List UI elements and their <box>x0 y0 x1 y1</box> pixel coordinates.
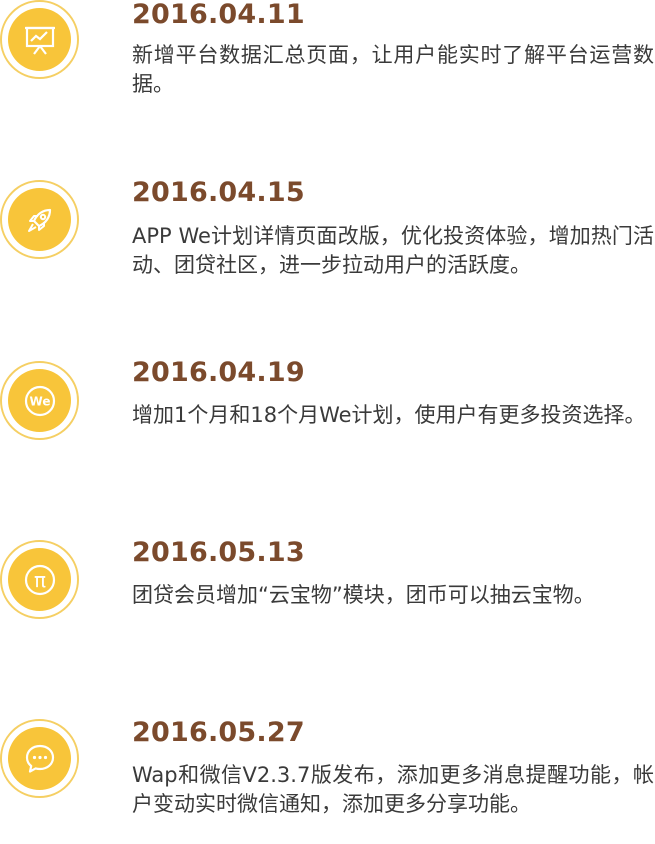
chart-board-icon <box>8 8 71 71</box>
entry-date: 2016.04.19 <box>132 357 305 388</box>
timeline-icon-ring <box>0 0 79 79</box>
entry-description: APP We计划详情页面改版，优化投资体验，增加热门活动、团贷社区，进一步拉动用… <box>132 224 654 277</box>
entry-date: 2016.05.13 <box>132 537 305 568</box>
timeline-icon-ring <box>0 719 79 798</box>
entry-date: 2016.04.15 <box>132 177 305 208</box>
pi-icon: π <box>8 548 71 611</box>
timeline-icon-ring: We <box>0 361 79 440</box>
timeline-icon-ring <box>0 180 79 259</box>
entry-description: Wap和微信V2.3.7版发布，添加更多消息提醒功能，帐户变动实时微信通知，添加… <box>132 763 654 816</box>
we-logo-text: We <box>29 394 50 408</box>
entry-date: 2016.05.27 <box>132 717 305 748</box>
pi-symbol: π <box>33 568 45 592</box>
entry-date: 2016.04.11 <box>132 0 305 30</box>
entry-description: 新增平台数据汇总页面，让用户能实时了解平台运营数据。 <box>132 43 654 96</box>
entry-description: 团贷会员增加“云宝物”模块，团币可以抽云宝物。 <box>132 583 595 607</box>
rocket-icon <box>8 188 71 251</box>
chat-bubble-icon <box>8 727 71 790</box>
timeline-icon-ring: π <box>0 540 79 619</box>
entry-description: 增加1个月和18个月We计划，使用户有更多投资选择。 <box>132 403 646 427</box>
we-logo-icon: We <box>8 369 71 432</box>
